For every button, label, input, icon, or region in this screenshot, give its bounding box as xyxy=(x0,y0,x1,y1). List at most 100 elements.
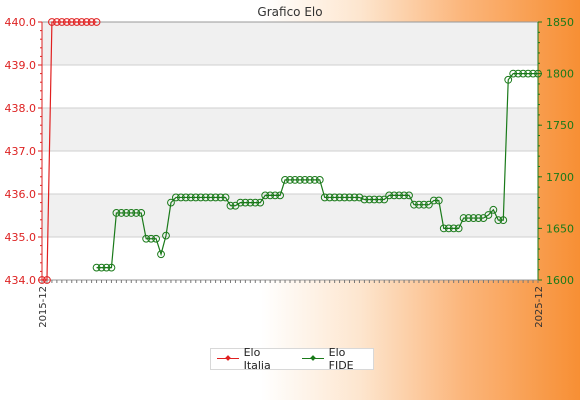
data-point-elo-fide xyxy=(102,263,111,272)
data-point-elo-fide xyxy=(524,69,532,78)
legend-item-elo-italia: Elo Italia xyxy=(217,346,290,372)
data-point-elo-fide xyxy=(216,193,225,202)
data-point-elo-italia xyxy=(38,276,46,284)
data-point-elo-fide xyxy=(484,211,493,219)
left-tick-label: 438.0 xyxy=(5,102,37,115)
data-point-elo-fide xyxy=(261,191,270,200)
data-point-elo-fide xyxy=(439,224,448,233)
data-point-elo-fide xyxy=(246,198,255,207)
data-point-elo-fide xyxy=(345,193,354,202)
data-point-elo-fide xyxy=(191,193,200,202)
data-point-elo-fide xyxy=(410,200,418,209)
data-point-elo-fide xyxy=(122,209,131,217)
data-point-elo-italia xyxy=(52,18,61,26)
data-point-elo-fide xyxy=(310,175,319,184)
left-tick-label: 437.0 xyxy=(5,145,37,158)
data-point-elo-fide xyxy=(315,175,324,184)
series-layer xyxy=(38,18,542,284)
data-point-elo-fide xyxy=(97,263,106,272)
data-point-elo-fide xyxy=(330,193,339,202)
data-point-elo-fide xyxy=(236,198,245,207)
left-tick-label: 436.0 xyxy=(5,188,37,201)
data-point-elo-fide xyxy=(107,263,116,272)
data-point-elo-fide xyxy=(241,198,250,207)
data-point-elo-fide xyxy=(424,200,433,209)
data-point-elo-fide xyxy=(449,224,458,233)
legend: Elo Italia Elo FIDE xyxy=(210,346,374,372)
data-point-elo-fide xyxy=(340,193,349,202)
data-point-elo-fide xyxy=(385,191,394,200)
data-point-elo-fide xyxy=(206,193,215,202)
legend-swatch-green-line xyxy=(302,354,324,364)
data-point-elo-italia xyxy=(87,18,96,26)
plot-band xyxy=(42,108,538,151)
legend-swatch-red-line xyxy=(217,354,239,364)
right-tick-label: 1800 xyxy=(546,68,574,81)
data-point-elo-fide xyxy=(420,200,428,209)
left-y-axis: 434.0 435.0 436.0 437.0 438.0 439.0 440.0 xyxy=(5,16,43,287)
data-point-elo-fide xyxy=(176,193,185,202)
series-line-elo-italia xyxy=(42,21,97,281)
chart-title: Grafico Elo xyxy=(257,5,322,19)
data-point-elo-fide xyxy=(519,69,528,78)
left-tick-label: 439.0 xyxy=(5,59,37,72)
data-point-elo-fide xyxy=(162,231,170,240)
right-y-axis: 1600 1650 1700 1750 1800 1850 xyxy=(537,16,574,287)
legend-label-elo-italia: Elo Italia xyxy=(243,346,271,372)
data-point-elo-fide xyxy=(429,196,438,205)
data-point-elo-fide xyxy=(405,191,413,200)
data-point-elo-fide xyxy=(504,75,513,84)
data-point-elo-fide xyxy=(380,195,389,204)
data-point-elo-fide xyxy=(370,195,379,204)
data-point-elo-fide xyxy=(444,224,453,233)
right-tick-label: 1850 xyxy=(546,16,574,29)
data-point-elo-fide xyxy=(464,214,473,222)
data-point-elo-fide xyxy=(142,234,151,243)
data-point-elo-fide xyxy=(325,193,334,202)
data-point-elo-fide xyxy=(534,69,542,78)
data-point-elo-fide xyxy=(459,214,468,222)
data-point-elo-italia xyxy=(77,18,86,26)
data-point-elo-fide xyxy=(291,175,299,184)
data-point-elo-italia xyxy=(72,18,81,26)
data-point-elo-fide xyxy=(186,193,195,202)
data-point-elo-fide xyxy=(251,198,260,207)
data-point-elo-fide xyxy=(350,193,359,202)
x-axis: 2015-12 2025-12 xyxy=(38,280,545,328)
data-point-elo-fide xyxy=(499,216,508,225)
data-point-elo-italia xyxy=(57,18,66,26)
data-point-elo-fide xyxy=(152,234,160,243)
right-tick-label: 1600 xyxy=(546,274,574,287)
data-point-elo-fide xyxy=(474,214,483,222)
data-point-elo-fide xyxy=(434,196,443,205)
data-point-elo-fide xyxy=(390,191,399,200)
left-tick-label: 440.0 xyxy=(5,16,37,29)
data-point-elo-fide xyxy=(395,191,404,200)
data-point-elo-fide xyxy=(167,198,175,207)
data-point-elo-fide xyxy=(281,175,289,184)
data-point-elo-fide xyxy=(305,175,314,184)
data-point-elo-fide xyxy=(117,209,126,217)
data-point-elo-fide xyxy=(355,193,364,202)
data-point-elo-fide xyxy=(112,209,121,217)
data-point-elo-fide xyxy=(320,193,329,202)
data-point-elo-italia xyxy=(82,18,91,26)
data-point-elo-fide xyxy=(469,214,478,222)
data-point-elo-fide xyxy=(147,234,156,243)
data-point-elo-fide xyxy=(415,200,423,209)
data-point-elo-fide xyxy=(172,193,180,202)
right-tick-label: 1750 xyxy=(546,119,574,132)
data-point-elo-italia xyxy=(67,18,76,26)
data-point-elo-italia xyxy=(43,276,51,284)
data-point-elo-fide xyxy=(211,193,220,202)
series-line-elo-fide xyxy=(96,72,538,269)
data-point-elo-italia xyxy=(62,18,71,26)
legend-item-elo-fide: Elo FIDE xyxy=(302,346,373,372)
data-point-elo-fide xyxy=(132,209,141,217)
data-point-elo-fide xyxy=(529,69,537,78)
data-point-elo-italia xyxy=(92,18,101,26)
left-tick-label: 434.0 xyxy=(5,274,37,287)
left-tick-label: 435.0 xyxy=(5,231,37,244)
data-point-elo-fide xyxy=(300,175,309,184)
